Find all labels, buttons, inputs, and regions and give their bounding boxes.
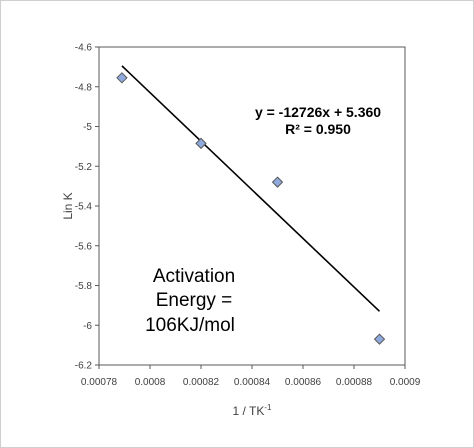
annotation-line-2: Energy =: [156, 290, 233, 311]
data-point: [373, 333, 386, 345]
y-tick-label: -5: [83, 122, 92, 133]
y-tick-label: -5.4: [75, 202, 93, 213]
x-axis-ticks: 0.00078 0.0008 0.00082 0.00084 0.00086 0.0008…: [81, 365, 421, 388]
r-squared-label: R² = 0.950: [285, 121, 351, 137]
y-axis-title: Lin K: [61, 192, 75, 219]
y-tick-label: -5.2: [75, 162, 93, 173]
y-tick-label: -6.2: [75, 361, 93, 372]
x-axis-title: 1 / TK-1: [233, 403, 272, 418]
y-tick-label: -6: [83, 321, 92, 332]
annotation-line-3: 106KJ/mol: [145, 315, 235, 336]
data-points: [116, 72, 386, 345]
y-axis-ticks: -4.6 -4.8 -5 -5.2 -5.4 -5.6 -5.8 -6 -6.2: [75, 43, 99, 372]
data-point: [271, 176, 284, 188]
x-tick-label: 0.00082: [183, 377, 220, 388]
x-tick-label: 0.00078: [81, 377, 118, 388]
data-point: [116, 72, 128, 84]
x-tick-label: 0.00088: [336, 377, 373, 388]
y-tick-label: -5.6: [75, 241, 93, 252]
x-axis-title-superscript: -1: [264, 403, 272, 412]
y-tick-label: -4.6: [75, 43, 93, 54]
y-tick-label: -5.8: [75, 281, 93, 292]
x-tick-label: 0.0008: [135, 377, 166, 388]
x-tick-label: 0.0009: [390, 377, 421, 388]
x-tick-label: 0.00086: [285, 377, 322, 388]
data-point: [195, 137, 207, 150]
trendline-equation: y = -12726x + 5.360: [255, 104, 381, 120]
trendline: [121, 65, 381, 312]
x-tick-label: 0.00084: [234, 377, 271, 388]
y-tick-label: -4.8: [75, 82, 93, 93]
annotation-line-1: Activation: [153, 266, 235, 287]
x-axis-title-main: 1 / TK: [233, 404, 265, 418]
